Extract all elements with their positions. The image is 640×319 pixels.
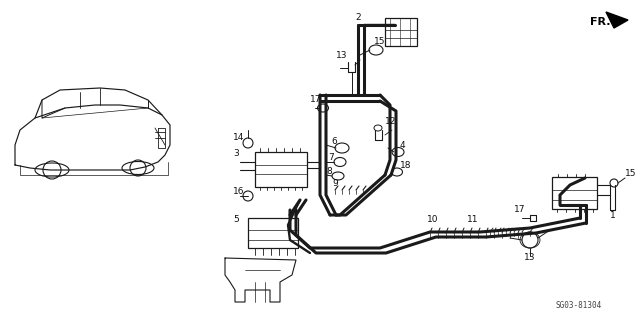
Text: 16: 16 [233,188,244,197]
Text: 1: 1 [610,211,616,219]
Text: 18: 18 [400,161,412,170]
Text: 7: 7 [328,153,333,162]
Text: FR.: FR. [590,17,611,27]
Text: 17: 17 [514,204,525,213]
Text: 12: 12 [385,117,396,127]
Text: 14: 14 [233,132,244,142]
Text: 2: 2 [355,13,360,23]
Text: 9: 9 [332,179,338,188]
Text: 13: 13 [524,254,536,263]
Text: SG03-81304: SG03-81304 [556,300,602,309]
Text: 11: 11 [467,216,479,225]
Bar [552,177,597,209]
Text: 15: 15 [374,38,385,47]
Text: 4: 4 [400,140,406,150]
Text: 8: 8 [326,167,332,176]
Text: 6: 6 [331,137,337,145]
Text: 13: 13 [336,51,348,61]
Polygon shape [606,12,628,28]
Text: 3: 3 [233,149,239,158]
Text: 15: 15 [625,169,637,179]
Text: 10: 10 [427,216,438,225]
Bar [385,18,417,46]
Text: 5: 5 [233,216,239,225]
Bar [248,218,298,248]
Bar [255,152,307,187]
Text: 17: 17 [310,95,321,105]
